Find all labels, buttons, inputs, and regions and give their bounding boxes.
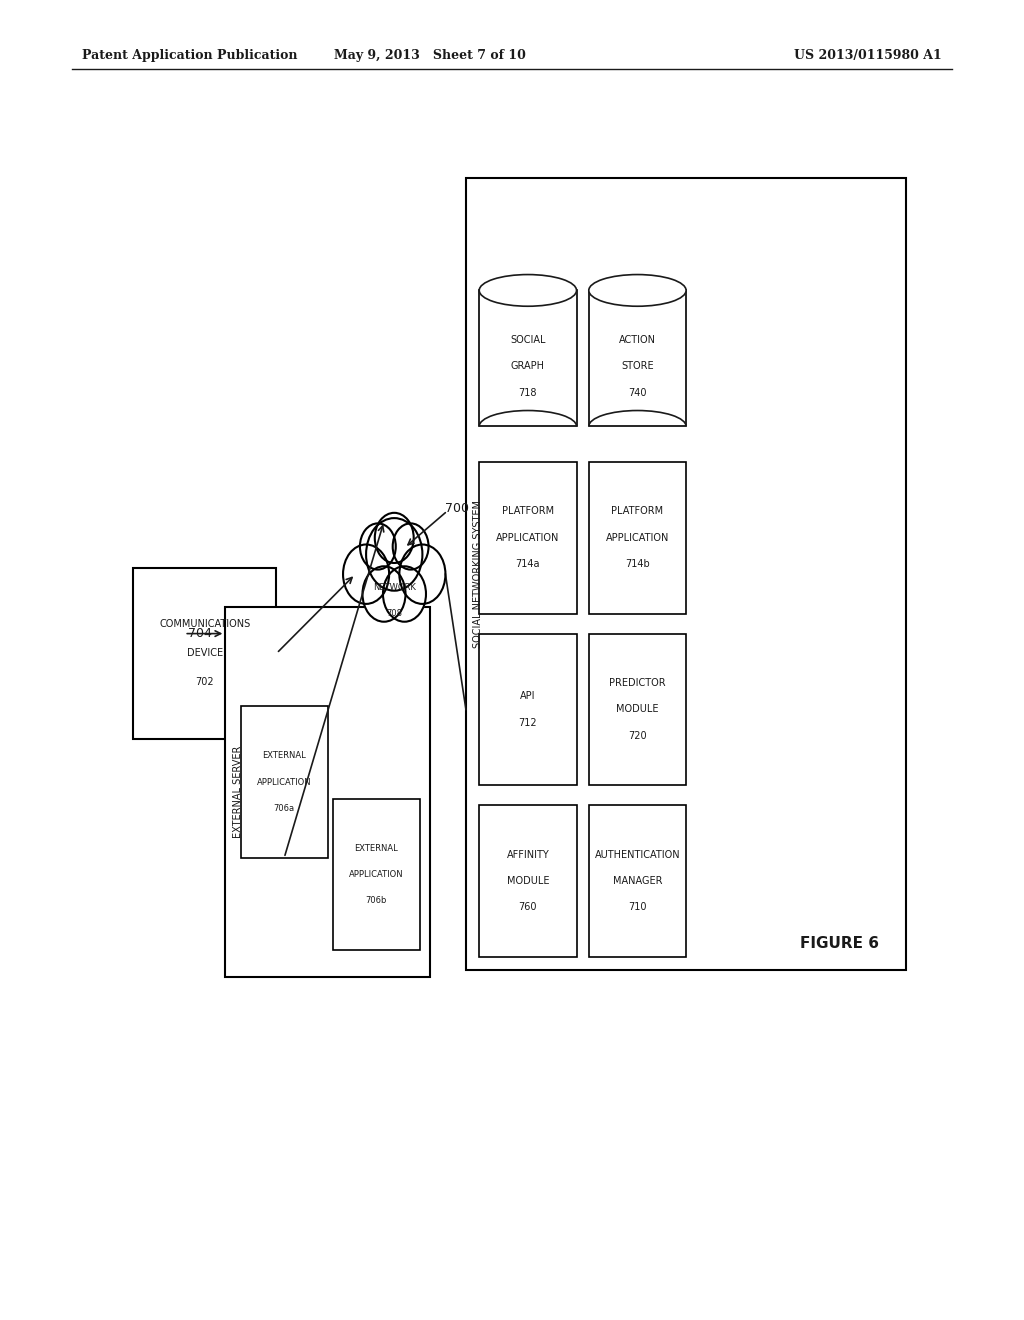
- Circle shape: [367, 519, 423, 591]
- Bar: [589, 805, 686, 957]
- Bar: [333, 799, 420, 950]
- Text: 706b: 706b: [366, 896, 387, 906]
- Text: 714b: 714b: [625, 560, 650, 569]
- Text: GRAPH: GRAPH: [511, 362, 545, 371]
- Text: 702: 702: [196, 677, 214, 688]
- Bar: [589, 634, 686, 785]
- Text: SOCIAL: SOCIAL: [510, 335, 546, 345]
- Circle shape: [399, 544, 445, 605]
- Text: AFFINITY: AFFINITY: [507, 850, 549, 859]
- Text: COMMUNICATIONS: COMMUNICATIONS: [159, 619, 251, 630]
- Text: MODULE: MODULE: [507, 876, 549, 886]
- Bar: [479, 290, 577, 426]
- Bar: [479, 634, 577, 785]
- Text: 720: 720: [628, 731, 647, 741]
- Text: 706a: 706a: [273, 804, 295, 813]
- Text: 708: 708: [386, 610, 402, 618]
- Ellipse shape: [589, 275, 686, 306]
- Text: 740: 740: [628, 388, 647, 397]
- Text: APPLICATION: APPLICATION: [606, 533, 669, 543]
- Text: APPLICATION: APPLICATION: [257, 777, 311, 787]
- Circle shape: [375, 513, 414, 564]
- Text: 760: 760: [518, 903, 538, 912]
- Circle shape: [343, 544, 389, 605]
- Text: EXTERNAL: EXTERNAL: [354, 843, 398, 853]
- Text: APPLICATION: APPLICATION: [349, 870, 403, 879]
- Text: EXTERNAL SERVER: EXTERNAL SERVER: [232, 746, 243, 838]
- Bar: [466, 178, 906, 970]
- Text: 714a: 714a: [516, 560, 540, 569]
- Text: PLATFORM: PLATFORM: [611, 507, 664, 516]
- Text: FIGURE 6: FIGURE 6: [800, 936, 880, 952]
- Bar: [589, 462, 686, 614]
- Bar: [479, 462, 577, 614]
- Text: STORE: STORE: [622, 362, 653, 371]
- Text: EXTERNAL: EXTERNAL: [262, 751, 306, 760]
- Text: MODULE: MODULE: [616, 705, 658, 714]
- Bar: [589, 290, 686, 426]
- Bar: [225, 607, 430, 977]
- Text: Patent Application Publication: Patent Application Publication: [82, 49, 297, 62]
- Text: AUTHENTICATION: AUTHENTICATION: [595, 850, 680, 859]
- Text: APPLICATION: APPLICATION: [497, 533, 559, 543]
- Text: SOCIAL NETWORKING SYSTEM: SOCIAL NETWORKING SYSTEM: [473, 500, 483, 648]
- Bar: [479, 805, 577, 957]
- Text: US 2013/0115980 A1: US 2013/0115980 A1: [795, 49, 942, 62]
- Text: ACTION: ACTION: [618, 335, 656, 345]
- Text: 704: 704: [187, 627, 212, 640]
- Circle shape: [383, 566, 426, 622]
- Ellipse shape: [479, 275, 577, 306]
- Bar: [241, 706, 328, 858]
- Text: MANAGER: MANAGER: [612, 876, 663, 886]
- Text: 710: 710: [628, 903, 647, 912]
- Text: DEVICE: DEVICE: [186, 648, 223, 659]
- Text: 712: 712: [518, 718, 538, 727]
- Text: API: API: [520, 692, 536, 701]
- Text: 718: 718: [518, 388, 538, 397]
- Text: May 9, 2013   Sheet 7 of 10: May 9, 2013 Sheet 7 of 10: [334, 49, 526, 62]
- Text: PREDICTOR: PREDICTOR: [609, 678, 666, 688]
- Circle shape: [360, 523, 396, 570]
- Text: PLATFORM: PLATFORM: [502, 507, 554, 516]
- Text: NETWORK: NETWORK: [373, 583, 416, 591]
- Bar: [133, 568, 276, 739]
- Circle shape: [393, 523, 429, 570]
- Text: 700: 700: [445, 502, 469, 515]
- Circle shape: [362, 566, 406, 622]
